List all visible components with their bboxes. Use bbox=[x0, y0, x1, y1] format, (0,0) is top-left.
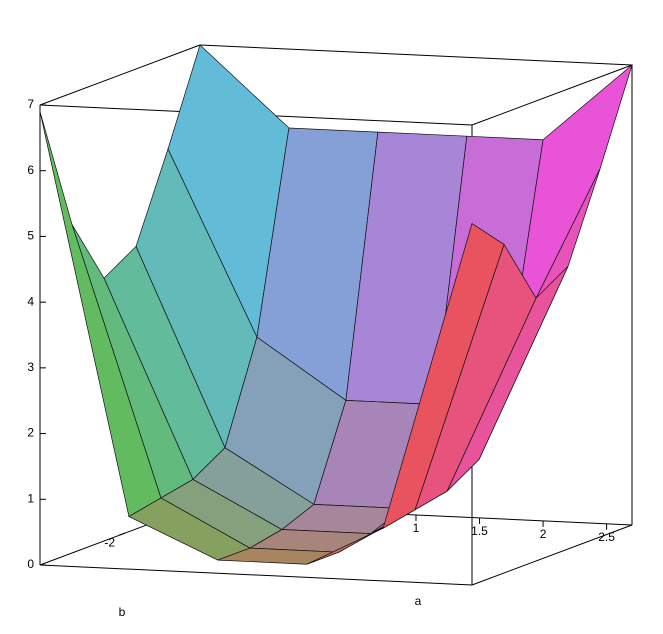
z-tick-label: 2 bbox=[27, 426, 34, 440]
z-tick-label: 4 bbox=[27, 294, 34, 308]
y-tick bbox=[118, 532, 126, 536]
box-edge bbox=[471, 64, 633, 126]
box-edge bbox=[471, 524, 633, 586]
x-tick-label: 1 bbox=[413, 521, 420, 535]
x-tick-label: 2.5 bbox=[598, 530, 615, 544]
x-axis-label: a bbox=[415, 594, 422, 608]
z-tick-label: 3 bbox=[27, 360, 34, 374]
box-edge bbox=[39, 44, 201, 106]
z-tick-label: 1 bbox=[27, 491, 34, 505]
y-axis-label: b bbox=[119, 605, 126, 619]
y-tick-label: -2 bbox=[104, 535, 115, 549]
z-tick-label: 0 bbox=[27, 557, 34, 571]
surface-patch bbox=[382, 223, 505, 530]
x-tick-label: 2 bbox=[540, 527, 547, 541]
box-edge bbox=[39, 564, 473, 586]
box-edge bbox=[199, 44, 633, 66]
z-tick-label: 7 bbox=[27, 97, 34, 111]
z-tick-label: 6 bbox=[27, 163, 34, 177]
x-tick-label: 1.5 bbox=[471, 524, 488, 538]
z-tick-label: 5 bbox=[27, 229, 34, 243]
